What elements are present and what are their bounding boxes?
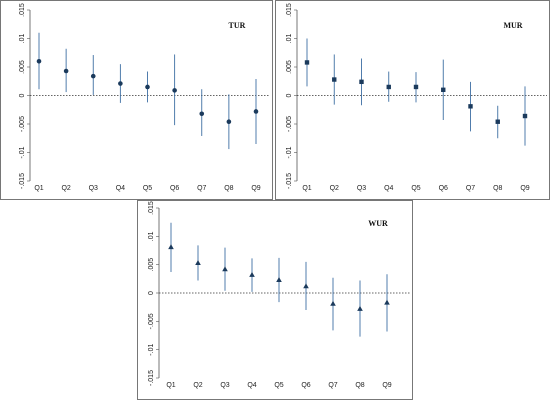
point-estimate bbox=[332, 77, 337, 82]
point-estimate bbox=[226, 119, 232, 125]
x-tick-label: Q3 bbox=[220, 382, 229, 389]
point-estimate bbox=[384, 299, 390, 305]
x-tick-label: Q6 bbox=[301, 382, 310, 389]
x-tick-label: Q4 bbox=[384, 185, 393, 192]
panel-title: MUR bbox=[503, 21, 522, 30]
point-estimate bbox=[386, 84, 391, 90]
x-tick-label: Q3 bbox=[357, 185, 366, 192]
y-tick-label: -.015 bbox=[19, 173, 26, 189]
y-tick-label: .005 bbox=[148, 258, 155, 272]
point-estimate bbox=[304, 60, 310, 65]
y-tick-label: .01 bbox=[19, 34, 26, 44]
y-tick-label: 0 bbox=[286, 93, 293, 97]
point-estimate bbox=[276, 276, 282, 282]
y-tick-label: -.01 bbox=[148, 344, 155, 356]
x-tick-label: Q4 bbox=[247, 382, 256, 389]
panel-mur: .015 .01 .005 0 -.005 -.01 -.015 Q1 Q2 Q3 Q4 Q5 Q6 Q7… bbox=[275, 0, 550, 200]
point-estimate bbox=[195, 259, 201, 265]
point-estimate bbox=[199, 111, 205, 117]
x-tick-label: Q2 bbox=[330, 185, 339, 192]
panel-border bbox=[0, 0, 273, 200]
x-tick-label: Q8 bbox=[493, 185, 502, 192]
point-estimate bbox=[168, 244, 174, 250]
point-estimate bbox=[36, 59, 42, 64]
x-tick-label: Q5 bbox=[143, 185, 152, 192]
point-estimate bbox=[249, 271, 255, 277]
point-estimate bbox=[222, 266, 228, 272]
point-estimate bbox=[253, 109, 259, 114]
x-tick-label: Q6 bbox=[170, 185, 179, 192]
x-tick-label: Q1 bbox=[302, 185, 311, 192]
point-estimate bbox=[522, 113, 528, 119]
x-tick-label: Q5 bbox=[411, 185, 420, 192]
y-tick-label: -.015 bbox=[286, 173, 293, 189]
y-tick-label: -.01 bbox=[286, 146, 293, 158]
point-estimate bbox=[303, 283, 309, 289]
y-tick-label: 0 bbox=[148, 291, 155, 295]
y-tick-label: 0 bbox=[19, 93, 26, 97]
x-tick-label: Q7 bbox=[466, 185, 475, 192]
point-estimate bbox=[495, 119, 500, 124]
x-tick-label: Q4 bbox=[116, 185, 125, 192]
x-tick-label: Q3 bbox=[89, 185, 98, 192]
point-estimate bbox=[468, 104, 473, 109]
y-tick-label: .005 bbox=[19, 60, 26, 74]
y-tick-label: .015 bbox=[148, 201, 155, 215]
point-estimate bbox=[172, 88, 177, 93]
y-tick-label: -.015 bbox=[148, 370, 155, 386]
y-tick-label: -.005 bbox=[286, 116, 293, 132]
y-tick-label: .005 bbox=[286, 60, 293, 74]
x-tick-label: Q2 bbox=[61, 185, 70, 192]
y-tick-label: -.005 bbox=[19, 116, 26, 132]
x-tick-label: Q1 bbox=[34, 185, 43, 192]
point-estimate bbox=[118, 81, 123, 86]
point-estimate bbox=[63, 68, 69, 74]
panel-title: WUR bbox=[368, 219, 388, 228]
x-tick-label: Q9 bbox=[382, 382, 391, 389]
point-estimate bbox=[359, 79, 364, 85]
point-estimate bbox=[145, 84, 150, 90]
panel-wur: .015 .01 .005 0 -.005 -.01 -.015 Q1 Q2 Q3 Q4 Q5 Q6 Q7… bbox=[137, 200, 413, 400]
y-tick-label: .01 bbox=[148, 231, 155, 241]
panel-border bbox=[275, 0, 550, 200]
panel-title: TUR bbox=[229, 21, 246, 30]
panel-border bbox=[137, 200, 413, 400]
y-tick-label: -.005 bbox=[148, 313, 155, 329]
y-tick-label: .015 bbox=[19, 3, 26, 17]
y-tick-label: .01 bbox=[286, 34, 293, 44]
point-estimate bbox=[441, 87, 446, 92]
x-tick-label: Q8 bbox=[355, 382, 364, 389]
x-tick-label: Q7 bbox=[197, 185, 206, 192]
x-tick-label: Q1 bbox=[166, 382, 175, 389]
point-estimate bbox=[90, 73, 96, 79]
point-estimate bbox=[413, 84, 419, 90]
point-estimate bbox=[357, 305, 363, 311]
y-tick-label: -.01 bbox=[19, 146, 26, 158]
x-tick-label: Q6 bbox=[439, 185, 448, 192]
x-tick-label: Q8 bbox=[224, 185, 233, 192]
point-estimate bbox=[330, 300, 336, 306]
x-tick-label: Q5 bbox=[274, 382, 283, 389]
panel-tur: .015 .01 .005 0 -.005 -.01 -.015 Q1 Q2 Q3 Q4 Q5 Q6 Q7… bbox=[0, 0, 273, 200]
x-tick-label: Q9 bbox=[251, 185, 260, 192]
x-tick-label: Q2 bbox=[193, 382, 202, 389]
x-tick-label: Q9 bbox=[520, 185, 529, 192]
y-tick-label: .015 bbox=[286, 3, 293, 17]
x-tick-label: Q7 bbox=[328, 382, 337, 389]
